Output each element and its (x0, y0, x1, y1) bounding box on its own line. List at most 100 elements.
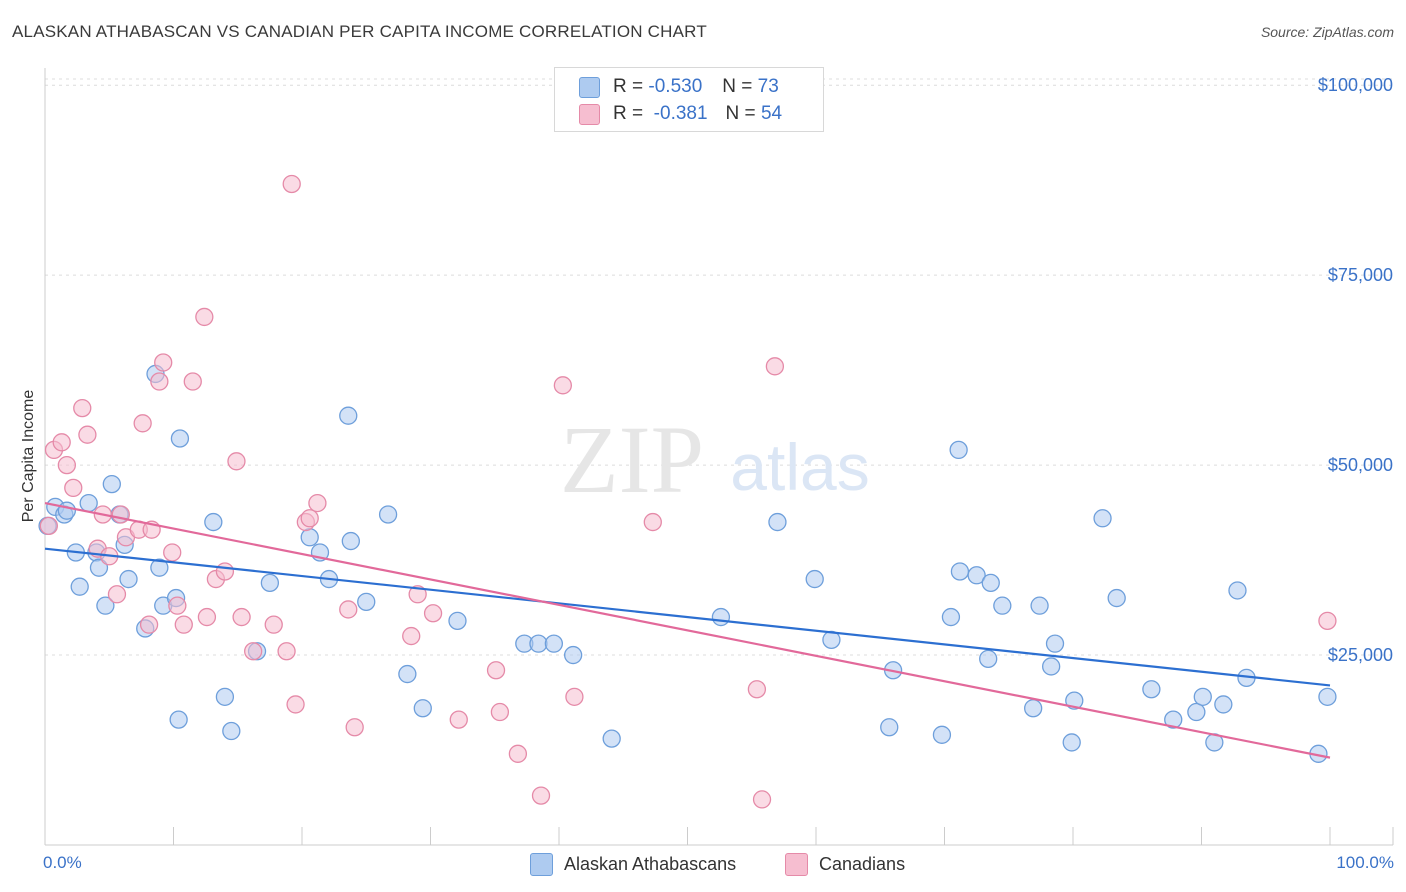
data-point-canadian (286, 695, 305, 714)
data-point-alaskan-athabascan (529, 634, 548, 653)
data-point-alaskan-athabascan (204, 512, 223, 532)
correlation-legend: R = -0.530 N = 73 R = -0.381 N = 54 (554, 67, 824, 132)
data-point-alaskan-athabascan (339, 406, 358, 425)
data-point-canadian (163, 543, 182, 562)
data-point-canadian (282, 174, 301, 194)
data-point-alaskan-athabascan (1187, 702, 1206, 722)
data-point-alaskan-athabascan (70, 577, 89, 596)
data-point-alaskan-athabascan (993, 596, 1012, 615)
data-point-canadian (765, 357, 785, 376)
data-point-alaskan-athabascan (1062, 733, 1081, 752)
bottom-legend-label: Canadians (819, 853, 906, 874)
data-point-alaskan-athabascan (1042, 657, 1061, 676)
data-point-canadian (227, 452, 246, 471)
data-point-alaskan-athabascan (79, 493, 98, 513)
data-point-canadian (244, 642, 263, 661)
data-point-canadian (57, 455, 76, 475)
bottom-legend-label: Alaskan Athabascans (564, 853, 737, 874)
data-point-alaskan-athabascan (1045, 634, 1065, 653)
data-point-alaskan-athabascan (215, 687, 235, 706)
data-point-alaskan-athabascan (1193, 687, 1212, 706)
data-point-canadian (408, 585, 427, 604)
data-point-alaskan-athabascan (222, 721, 241, 741)
data-point-canadian (565, 687, 584, 706)
source-credit: Source: ZipAtlas.com (1260, 24, 1394, 40)
data-point-canadian (490, 702, 510, 722)
data-point-alaskan-athabascan (102, 474, 121, 494)
data-point-alaskan-athabascan (949, 440, 968, 460)
data-point-alaskan-athabascan (119, 569, 138, 589)
data-point-canadian (52, 433, 71, 452)
data-point-alaskan-athabascan (57, 501, 76, 520)
series-canadians (39, 174, 1337, 809)
bottom-legend-swatch-pink (785, 852, 808, 876)
data-point-canadian (643, 512, 662, 532)
data-point-alaskan-athabascan (979, 649, 998, 668)
y-tick-label: $50,000 (1328, 455, 1393, 475)
data-point-canadian (78, 425, 97, 444)
data-point-alaskan-athabascan (398, 664, 417, 684)
data-point-canadian (264, 615, 283, 634)
data-point-canadian (277, 642, 296, 661)
data-point-alaskan-athabascan (1228, 581, 1247, 600)
data-point-alaskan-athabascan (544, 634, 564, 653)
data-point-canadian (64, 478, 83, 498)
data-point-alaskan-athabascan (260, 573, 280, 593)
data-point-alaskan-athabascan (89, 558, 109, 577)
data-point-alaskan-athabascan (1093, 509, 1112, 528)
data-point-alaskan-athabascan (1318, 687, 1337, 706)
data-point-alaskan-athabascan (1107, 588, 1126, 608)
data-point-canadian (195, 307, 214, 327)
legend-n-value: 54 (760, 103, 783, 124)
data-point-canadian (183, 372, 202, 391)
data-point-alaskan-athabascan (1024, 699, 1043, 718)
watermark-zip: ZIP (560, 406, 704, 513)
legend-n-label: N = (722, 76, 753, 97)
data-point-canadian (553, 376, 573, 395)
data-point-canadian (107, 585, 127, 604)
data-point-canadian (449, 710, 468, 729)
data-point-canadian (39, 516, 59, 536)
chart-title: ALASKAN ATHABASCAN VS CANADIAN PER CAPIT… (12, 22, 707, 41)
legend-swatch-blue (579, 76, 600, 98)
data-point-alaskan-athabascan (357, 592, 376, 612)
data-point-alaskan-athabascan (170, 429, 190, 448)
data-point-alaskan-athabascan (341, 531, 360, 551)
data-point-alaskan-athabascan (1065, 691, 1084, 710)
x-axis-max-label: 100.0% (1336, 853, 1394, 872)
data-point-canadian (197, 607, 217, 627)
data-point-canadian (215, 562, 235, 581)
data-point-alaskan-athabascan (563, 645, 583, 665)
data-point-canadian (339, 600, 358, 619)
data-point-alaskan-athabascan (1164, 710, 1183, 729)
watermark: ZIP atlas (560, 406, 870, 513)
data-point-canadian (154, 353, 173, 372)
data-point-alaskan-athabascan (169, 710, 188, 729)
watermark-atlas: atlas (730, 430, 869, 504)
data-point-canadian (423, 604, 443, 623)
data-point-canadian (508, 744, 528, 763)
data-point-alaskan-athabascan (1214, 695, 1233, 714)
legend-r-value: -0.381 (653, 103, 708, 124)
y-tick-label: $100,000 (1318, 75, 1393, 95)
data-point-canadian (133, 414, 152, 433)
legend-row-alaskan-athabascans: R = -0.530 N = 73 (579, 75, 779, 99)
data-point-alaskan-athabascan (1142, 680, 1161, 699)
data-point-canadian (486, 661, 506, 680)
data-point-canadian (168, 596, 187, 615)
data-point-canadian (402, 626, 421, 646)
axes (44, 68, 1394, 846)
trendline-canadians (44, 502, 1331, 759)
data-point-alaskan-athabascan (150, 558, 169, 577)
data-point-alaskan-athabascan (981, 573, 1000, 593)
data-point-canadian (232, 607, 251, 627)
data-point-canadian (111, 505, 130, 524)
data-point-alaskan-athabascan (950, 562, 970, 581)
data-point-canadian (345, 718, 364, 737)
data-point-alaskan-athabascan (300, 528, 319, 547)
data-point-canadian (174, 615, 193, 634)
data-point-alaskan-athabascan (378, 505, 398, 524)
data-point-canadian (1318, 611, 1337, 631)
data-point-canadian (531, 786, 551, 805)
